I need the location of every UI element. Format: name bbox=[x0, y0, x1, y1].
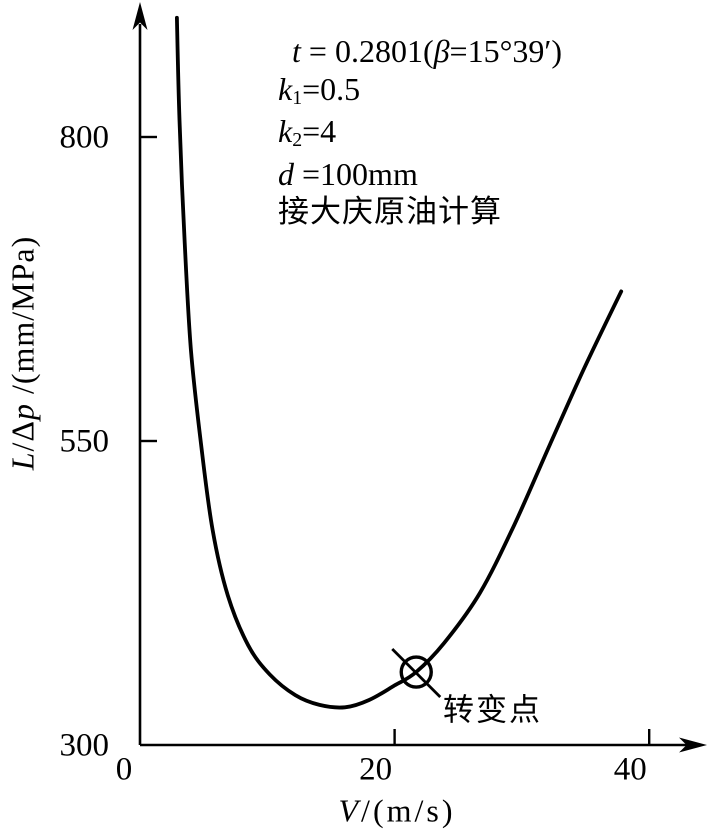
annotation-line-calc-note: 接大庆原油计算 bbox=[278, 194, 502, 229]
y-axis-label: L/Δp /(mm/MPa) bbox=[5, 236, 42, 471]
x-tick-label-20: 20 bbox=[359, 751, 393, 788]
transition-point-label: 转变点 bbox=[443, 692, 542, 728]
annotation-line-t: t = 0.2801(β=15°39′) bbox=[278, 33, 562, 71]
y-tick-label-550: 550 bbox=[59, 423, 110, 460]
x-tick-label-40: 40 bbox=[613, 751, 647, 788]
annotation-k2-subscript: 2 bbox=[292, 129, 303, 152]
x-axis-label: V/(m/s) bbox=[339, 793, 456, 830]
y-tick-label-300: 300 bbox=[59, 727, 110, 764]
y-axis-label-p: p bbox=[4, 403, 41, 421]
y-axis-label-slash-delta: /Δ bbox=[4, 420, 41, 452]
annotation-k1-symbol: k bbox=[278, 70, 293, 107]
origin-tick-label: 0 bbox=[115, 751, 133, 788]
annotation-k2-value: =4 bbox=[302, 113, 337, 149]
annotation-line-d: d =100mm bbox=[278, 156, 562, 194]
annotation-t-symbol: t bbox=[292, 33, 301, 69]
parameter-annotations: t = 0.2801(β=15°39′) k1=0.5 k2=4 d =100m… bbox=[278, 33, 562, 231]
y-axis-arrowhead-icon bbox=[132, 2, 148, 30]
annotation-t-value: = 0.2801( bbox=[300, 33, 434, 69]
annotation-k1-value: =0.5 bbox=[302, 70, 361, 107]
annotation-line-k2: k2=4 bbox=[278, 113, 562, 156]
transition-circle-marker bbox=[399, 655, 433, 689]
x-axis-arrowhead-icon bbox=[679, 737, 707, 753]
annotation-d-value: =100mm bbox=[294, 155, 418, 192]
y-axis-label-L: L bbox=[4, 451, 41, 471]
annotation-k1-subscript: 1 bbox=[292, 86, 303, 109]
annotation-d-symbol: d bbox=[278, 155, 294, 192]
y-tick-label-800: 800 bbox=[59, 119, 110, 156]
annotation-k2-symbol: k bbox=[278, 113, 293, 149]
x-axis-label-V: V bbox=[338, 792, 362, 829]
annotation-beta-value: =15°39′) bbox=[449, 33, 563, 69]
x-axis-label-units: /(m/s) bbox=[361, 792, 456, 829]
annotation-beta-symbol: β bbox=[433, 33, 450, 69]
data-curve bbox=[175, 15, 624, 710]
transition-cross-line bbox=[391, 648, 442, 699]
annotation-line-k1: k1=0.5 bbox=[278, 71, 562, 114]
y-axis-label-units: /(mm/MPa) bbox=[4, 235, 41, 404]
